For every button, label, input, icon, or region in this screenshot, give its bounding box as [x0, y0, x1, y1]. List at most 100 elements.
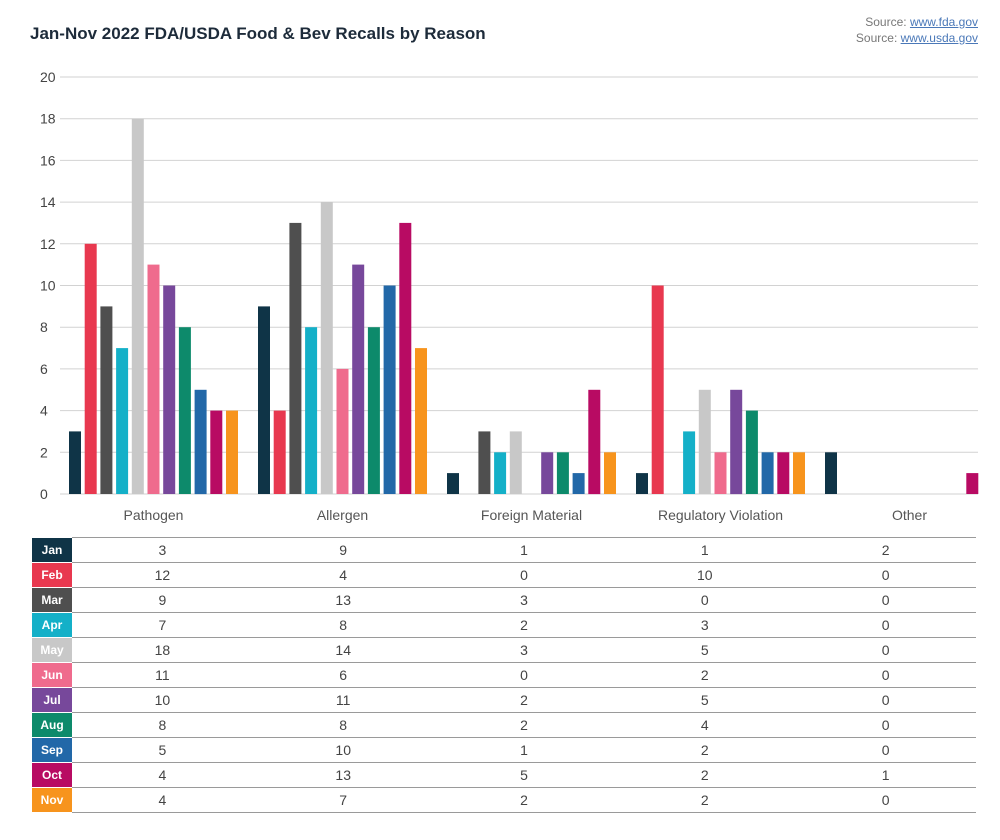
bar-chart: 0 2 4 6 8 10 12 14 16 18 20 Pathogen Allergen Foreig… — [40, 69, 979, 523]
table-cell: 13 — [252, 587, 434, 613]
table-cell: 2 — [433, 787, 615, 813]
bar-aug — [178, 327, 191, 494]
table-row: Jan 3 9 1 1 2 — [32, 537, 976, 563]
bar-nov — [793, 452, 805, 494]
fda-link[interactable]: www.fda.gov — [909, 15, 978, 29]
y-tick-label: 2 — [40, 444, 48, 460]
category-labels: Pathogen Allergen Foreign Material Regulato… — [124, 507, 928, 523]
bar-jun — [147, 264, 160, 494]
table-cell: 1 — [795, 762, 976, 788]
table-cell: 4 — [614, 712, 796, 738]
table-row: Nov 4 7 2 2 0 — [32, 787, 976, 813]
table-cell: 0 — [795, 787, 976, 813]
bar-apr — [116, 348, 129, 494]
month-label: May — [32, 637, 72, 663]
bar-apr — [683, 431, 696, 494]
bar-mar — [100, 306, 113, 494]
table-cell: 0 — [795, 587, 976, 613]
bar-jun — [714, 452, 727, 494]
y-axis-ticks: 0 2 4 6 8 10 12 14 16 18 20 — [40, 69, 56, 502]
category-label: Allergen — [317, 507, 368, 523]
table-cell: 10 — [614, 562, 796, 588]
table-row: Jul 10 11 2 5 0 — [32, 687, 976, 713]
table-cell: 11 — [252, 687, 434, 713]
source-line-usda: Source: www.usda.gov — [856, 30, 978, 46]
table-cell: 18 — [72, 637, 253, 663]
table-cell: 0 — [614, 587, 796, 613]
bar-may — [698, 389, 711, 495]
bars — [69, 118, 979, 495]
table-cell: 8 — [72, 712, 253, 738]
bar-mar — [478, 431, 491, 494]
table-row: Sep 5 10 1 2 0 — [32, 737, 976, 763]
y-tick-label: 14 — [40, 194, 56, 210]
table-cell: 4 — [72, 762, 253, 788]
table-cell: 2 — [614, 662, 796, 688]
bar-mar — [289, 222, 302, 494]
table-cell: 8 — [252, 612, 434, 638]
table-cell: 2 — [795, 537, 976, 563]
month-label: Aug — [32, 712, 72, 738]
table-cell: 1 — [433, 737, 615, 763]
table-cell: 9 — [72, 587, 253, 613]
month-label: Jul — [32, 687, 72, 713]
table-cell: 5 — [614, 687, 796, 713]
table-row: Mar 9 13 3 0 0 — [32, 587, 976, 613]
bar-oct — [399, 222, 412, 494]
sources: Source: www.fda.gov Source: www.usda.gov — [856, 14, 978, 46]
table-cell: 5 — [72, 737, 253, 763]
month-label: Jun — [32, 662, 72, 688]
bar-oct — [210, 410, 223, 494]
y-tick-label: 4 — [40, 403, 48, 419]
y-tick-label: 6 — [40, 361, 48, 377]
month-label: Mar — [32, 587, 72, 613]
table-cell: 7 — [252, 787, 434, 813]
table-row: Aug 8 8 2 4 0 — [32, 712, 976, 738]
bar-jul — [352, 264, 365, 494]
table-cell: 2 — [614, 787, 796, 813]
month-label: Sep — [32, 737, 72, 763]
bar-sep — [761, 452, 774, 494]
y-tick-label: 18 — [40, 111, 56, 127]
category-label: Pathogen — [124, 507, 184, 523]
table-cell: 3 — [72, 537, 253, 563]
table-cell: 12 — [72, 562, 253, 588]
table-cell: 11 — [72, 662, 253, 688]
bar-may — [509, 431, 522, 494]
table-cell: 0 — [795, 712, 976, 738]
table-cell: 0 — [795, 637, 976, 663]
table-row: May 18 14 3 5 0 — [32, 637, 976, 663]
bar-aug — [745, 410, 758, 494]
table-cell: 6 — [252, 662, 434, 688]
table-cell: 2 — [614, 762, 796, 788]
bar-apr — [305, 327, 318, 494]
bar-oct — [777, 452, 790, 494]
table-cell: 10 — [252, 737, 434, 763]
bar-jan — [636, 473, 648, 494]
table-cell: 0 — [795, 662, 976, 688]
month-label: Jan — [32, 537, 72, 563]
table-cell: 3 — [614, 612, 796, 638]
category-label: Foreign Material — [481, 507, 582, 523]
bar-may — [320, 202, 333, 494]
bar-aug — [367, 327, 380, 494]
table-cell: 1 — [614, 537, 796, 563]
table-row: Feb 12 4 0 10 0 — [32, 562, 976, 588]
source-prefix: Source: — [865, 15, 910, 29]
bar-apr — [494, 452, 507, 494]
bar-sep — [572, 473, 585, 494]
table-cell: 13 — [252, 762, 434, 788]
y-tick-label: 20 — [40, 69, 56, 85]
bar-jan — [258, 306, 270, 494]
table-cell: 2 — [433, 687, 615, 713]
usda-link[interactable]: www.usda.gov — [900, 31, 978, 45]
bar-may — [131, 118, 144, 494]
table-cell: 3 — [433, 587, 615, 613]
bar-feb — [84, 243, 97, 494]
table-row: Apr 7 8 2 3 0 — [32, 612, 976, 638]
table-cell: 4 — [72, 787, 253, 813]
category-label: Regulatory Violation — [658, 507, 783, 523]
table-cell: 0 — [433, 662, 615, 688]
table-cell: 4 — [252, 562, 434, 588]
table-cell: 0 — [795, 612, 976, 638]
